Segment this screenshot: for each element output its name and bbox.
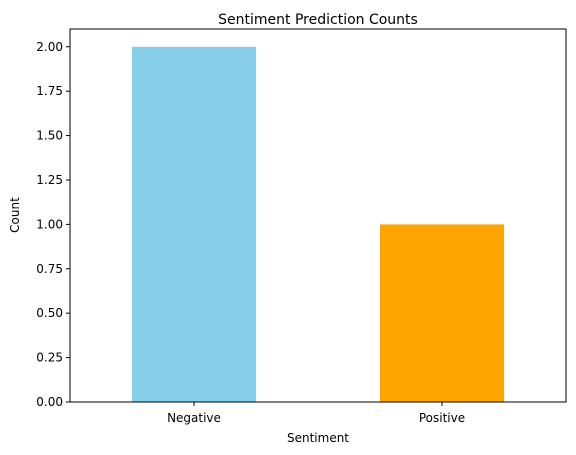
y-tick-label: 0.25 [36,351,63,365]
y-tick-label: 1.00 [36,217,63,231]
y-tick-label: 0.00 [36,395,63,409]
bars-group [132,46,504,402]
y-tick-label: 0.50 [36,306,63,320]
x-tick-label: Negative [167,411,221,425]
bar-positive [380,224,504,402]
x-axis-ticks: Negative Positive [167,402,465,425]
chart-title: Sentiment Prediction Counts [218,12,418,28]
x-axis-label: Sentiment [287,431,349,445]
y-tick-label: 2.00 [36,40,63,54]
y-tick-label: 1.75 [36,84,63,98]
y-axis-ticks: 0.00 0.25 0.50 0.75 1.00 1.25 1.50 1.75 2.00 [36,40,70,409]
bar-negative [132,46,256,402]
plot-frame [69,28,567,403]
y-tick-label: 1.50 [36,129,63,143]
y-axis-label: Count [8,197,22,233]
y-tick-label: 1.25 [36,173,63,187]
y-tick-label: 0.75 [36,262,63,276]
x-tick-label: Positive [419,411,465,425]
